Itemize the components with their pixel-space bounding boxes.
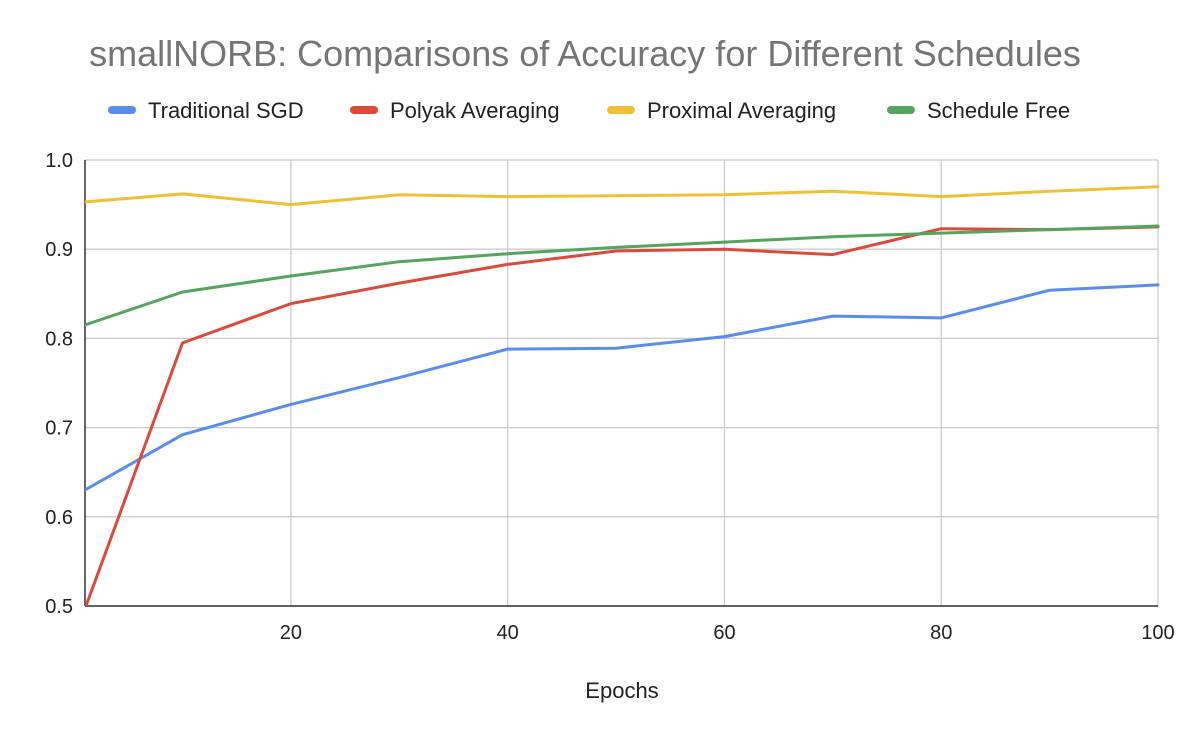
series-line-polyak-averaging (85, 225, 1160, 606)
x-tick-labels: 20 40 60 80 100 (280, 622, 1175, 644)
legend-label: Schedule Free (927, 98, 1070, 123)
series-line-schedule-free (85, 224, 1160, 327)
legend-label: Traditional SGD (148, 98, 304, 123)
legend-swatch (887, 106, 915, 114)
legend-swatch (607, 106, 635, 114)
x-axis-title: Epochs (585, 678, 658, 703)
series-group (85, 185, 1160, 606)
axes (84, 160, 1158, 607)
legend-item-proximal-averaging: Proximal Averaging (607, 98, 836, 123)
x-tick-label: 60 (713, 622, 735, 644)
y-tick-labels: 0.5 0.6 0.7 0.8 0.9 1.0 (45, 150, 73, 618)
gridlines (85, 159, 1159, 607)
y-tick-label: 0.8 (45, 328, 73, 350)
legend-label: Proximal Averaging (647, 98, 836, 123)
legend-item-schedule-free: Schedule Free (887, 98, 1070, 123)
series-line-proximal-averaging (85, 185, 1160, 207)
chart-title: smallNORB: Comparisons of Accuracy for D… (89, 33, 1081, 74)
legend-item-polyak-averaging: Polyak Averaging (350, 98, 560, 123)
y-tick-label: 0.6 (45, 507, 73, 529)
y-tick-label: 1.0 (45, 150, 73, 172)
legend-item-traditional-sgd: Traditional SGD (108, 98, 304, 123)
legend-label: Polyak Averaging (390, 98, 560, 123)
legend-swatch (350, 106, 378, 114)
legend-swatch (108, 106, 136, 114)
legend: Traditional SGD Polyak Averaging Proximal … (108, 98, 1070, 123)
series-line-traditional-sgd (85, 283, 1160, 492)
x-tick-label: 80 (930, 622, 952, 644)
x-tick-label: 100 (1141, 622, 1174, 644)
x-tick-label: 20 (280, 622, 302, 644)
y-tick-label: 0.9 (45, 239, 73, 261)
x-tick-label: 40 (497, 622, 519, 644)
y-tick-label: 0.7 (45, 418, 73, 440)
y-tick-label: 0.5 (45, 596, 73, 618)
